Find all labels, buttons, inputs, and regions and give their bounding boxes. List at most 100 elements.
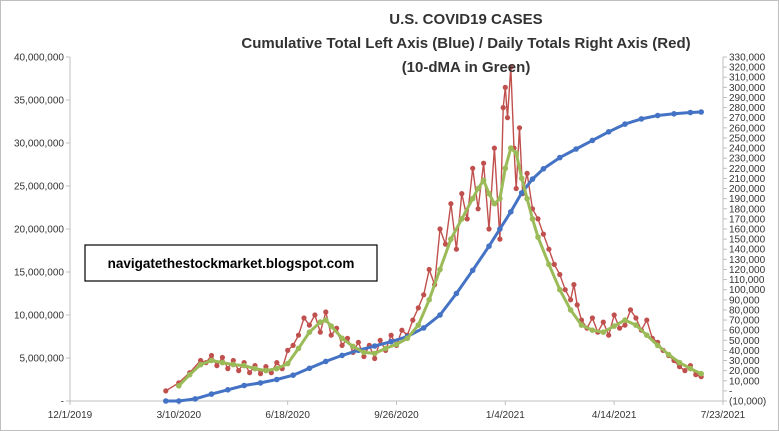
right-tick-label: 220,000: [729, 164, 766, 175]
data-point: [540, 231, 547, 237]
x-tick-label: 4/14/2021: [592, 410, 637, 421]
data-point: [241, 382, 247, 389]
right-tick-label: 30,000: [729, 356, 760, 367]
data-point: [285, 347, 291, 353]
data-point: [551, 261, 557, 267]
data-point: [371, 343, 378, 349]
data-point: [665, 351, 672, 358]
chart-title: U.S. COVID19 CASES: [389, 11, 542, 28]
data-point: [611, 312, 617, 318]
data-point: [361, 349, 367, 356]
data-point: [208, 352, 215, 359]
series-daily-totals: [163, 64, 704, 394]
data-point: [317, 319, 324, 325]
data-point: [186, 371, 193, 378]
data-point: [516, 125, 523, 131]
data-point: [377, 337, 383, 343]
data-point: [426, 297, 433, 303]
data-point: [698, 109, 704, 115]
data-point: [676, 359, 683, 366]
right-tick-label: 10,000: [729, 376, 760, 387]
data-point: [459, 216, 465, 222]
right-tick-label: 210,000: [729, 174, 766, 185]
data-point: [290, 342, 296, 348]
right-tick-label: 230,000: [729, 154, 766, 165]
data-point: [328, 332, 334, 338]
left-tick-label: 35,000,000: [14, 96, 64, 107]
data-point: [252, 365, 258, 372]
data-point: [198, 357, 204, 364]
data-point: [562, 287, 568, 293]
series-cumulative-total: [163, 109, 704, 404]
data-point: [486, 243, 492, 249]
right-tick-label: 50,000: [729, 336, 760, 347]
data-point: [219, 354, 225, 361]
data-point: [578, 322, 585, 328]
right-tick-label: 130,000: [729, 255, 766, 266]
data-point: [513, 150, 519, 156]
data-point: [633, 315, 639, 321]
data-point: [420, 325, 427, 331]
data-point: [464, 216, 470, 222]
x-tick-label: 7/23/2021: [701, 410, 746, 421]
data-point: [557, 154, 563, 161]
data-point: [573, 146, 579, 152]
data-point: [504, 115, 511, 121]
data-point: [518, 175, 525, 182]
data-point: [459, 191, 465, 197]
data-point: [606, 332, 612, 338]
data-point: [491, 145, 497, 151]
chart-subtitle-ma: (10-dMA in Green): [402, 59, 531, 76]
data-point: [508, 145, 514, 151]
data-point: [225, 366, 231, 372]
data-point: [654, 342, 661, 349]
data-point: [481, 160, 487, 166]
data-point: [448, 201, 454, 207]
data-point: [415, 305, 421, 311]
data-point: [500, 105, 506, 111]
right-tick-label: 140,000: [729, 245, 766, 256]
right-tick-label: 190,000: [729, 194, 766, 205]
data-point: [306, 329, 313, 336]
data-point: [469, 267, 476, 274]
data-point: [410, 317, 416, 323]
left-axis-ticks: - 5,000,000 10,000,000 15,000,000 20,000,000…: [14, 53, 70, 408]
data-point: [225, 387, 231, 393]
data-point: [176, 398, 182, 404]
data-point: [404, 335, 411, 342]
data-point: [529, 216, 536, 222]
right-tick-label: 90,000: [729, 295, 760, 306]
watermark-box: [84, 244, 378, 282]
data-point: [230, 357, 236, 364]
data-point: [469, 195, 476, 202]
data-point: [339, 352, 345, 359]
data-point: [219, 359, 226, 366]
data-point: [312, 312, 318, 318]
series-10-dma: [176, 145, 704, 389]
data-point: [388, 338, 394, 345]
watermark-text: navigatethestockmarket.blogspot.com: [108, 256, 355, 271]
left-tick-label: 25,000,000: [14, 182, 64, 193]
data-point: [475, 206, 481, 212]
right-axis-ticks: (10,000)-10,00020,00030,00040,00050,0006…: [723, 53, 766, 408]
data-point: [442, 241, 449, 247]
right-tick-label: 200,000: [729, 184, 766, 195]
data-point: [622, 121, 628, 127]
data-point: [589, 327, 596, 334]
data-point: [654, 112, 661, 119]
right-tick-label: 100,000: [729, 285, 766, 296]
data-point: [290, 372, 296, 379]
left-tick-label: -: [61, 397, 64, 408]
chart-subtitle: Cumulative Total Left Axis (Blue) / Dail…: [241, 35, 690, 52]
right-tick-label: 70,000: [729, 316, 760, 327]
data-point: [306, 322, 312, 328]
data-point: [568, 297, 574, 303]
data-point: [323, 309, 329, 315]
right-tick-label: 330,000: [729, 53, 766, 64]
right-tick-label: 270,000: [729, 113, 766, 124]
x-tick-label: 1/4/2021: [486, 410, 525, 421]
data-point: [421, 292, 427, 298]
x-tick-label: 3/10/2020: [157, 410, 202, 421]
right-tick-label: 260,000: [729, 123, 766, 134]
